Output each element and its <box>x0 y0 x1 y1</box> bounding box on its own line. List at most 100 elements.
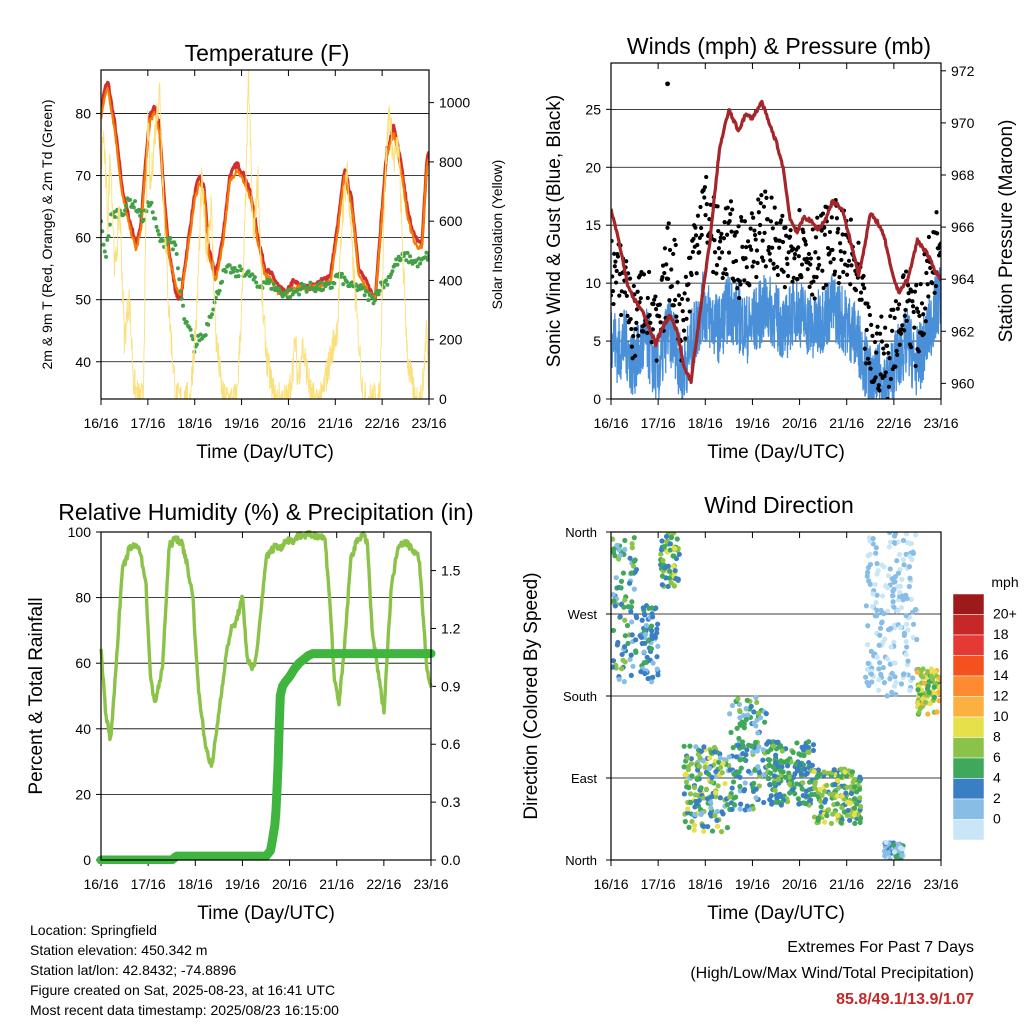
direction-point <box>854 801 860 807</box>
gust-point <box>921 331 926 336</box>
direction-point <box>887 532 893 536</box>
gust-point <box>898 331 904 336</box>
dewpoint-point <box>189 333 194 338</box>
gust-point <box>767 251 772 256</box>
direction-point <box>887 856 893 860</box>
direction-point <box>818 804 824 810</box>
direction-point <box>618 578 625 584</box>
gust-point <box>759 193 764 198</box>
direction-point <box>753 795 759 801</box>
direction-point <box>903 621 910 627</box>
gust-point <box>803 242 808 247</box>
direction-point <box>737 757 743 763</box>
gust-point <box>761 258 766 263</box>
direction-point <box>815 815 822 821</box>
direction-point <box>857 819 863 826</box>
dewpoint-point <box>384 278 389 283</box>
gust-point <box>695 242 700 248</box>
direction-point <box>891 639 897 645</box>
gust-point <box>869 322 874 327</box>
winds-series <box>611 81 941 399</box>
gust-point <box>765 217 770 222</box>
direction-ylabel: Direction (Colored By Speed) <box>521 572 542 819</box>
gust-point <box>897 302 902 307</box>
direction-point <box>900 597 906 603</box>
direction-point <box>893 854 899 860</box>
gust-point <box>738 215 744 220</box>
direction-point <box>755 730 761 736</box>
winds-ytick-label: 25 <box>585 101 601 117</box>
gust-point <box>695 213 701 218</box>
direction-point <box>628 652 634 658</box>
dewpoint-point <box>341 282 346 287</box>
gust-point <box>827 251 832 256</box>
direction-point <box>891 579 897 585</box>
direction-point <box>756 744 762 750</box>
gust-point <box>777 238 782 243</box>
temperature-xtick-label: 16/16 <box>83 415 118 431</box>
winds-xtick-label: 20/16 <box>782 415 817 431</box>
gust-point <box>756 210 761 215</box>
gust-point <box>611 274 615 279</box>
direction-point <box>654 666 660 672</box>
direction-point <box>730 779 737 785</box>
direction-point <box>649 628 655 634</box>
dewpoint-point <box>154 224 159 229</box>
direction-title: Wind Direction <box>704 492 854 518</box>
humidity-title: Relative Humidity (%) & Precipitation (i… <box>58 499 473 525</box>
gust-point <box>867 312 873 318</box>
gust-point <box>810 292 815 297</box>
gust-point <box>911 309 916 315</box>
dewpoint-point <box>157 232 162 237</box>
colorbar-label: 20+ <box>993 606 1017 622</box>
gust-point <box>634 320 639 325</box>
gust-point <box>812 296 817 301</box>
dewpoint-point <box>318 280 323 285</box>
gust-point <box>721 236 727 241</box>
gust-point <box>703 213 708 218</box>
direction-point <box>885 656 891 662</box>
winds-y2tick-label: 968 <box>951 167 975 183</box>
gust-point <box>814 274 819 280</box>
direction-point <box>611 549 617 556</box>
gust-point <box>615 254 621 259</box>
dewpoint-point <box>350 280 355 285</box>
dewpoint-point <box>107 222 112 227</box>
direction-point <box>718 829 725 835</box>
direction-point <box>936 688 941 695</box>
station-info: Location: Springfield Station elevation:… <box>30 920 339 1020</box>
gust-point <box>758 201 763 206</box>
direction-point <box>798 770 804 777</box>
dewpoint-point <box>211 307 216 312</box>
direction-point <box>856 786 863 792</box>
gust-point <box>613 280 619 285</box>
direction-point <box>659 582 665 588</box>
gust-point <box>846 258 852 263</box>
gust-point <box>660 263 666 268</box>
temp-2m-series-line <box>101 80 429 303</box>
gust-point <box>662 270 667 276</box>
colorbar-swatch <box>952 798 985 820</box>
direction-point <box>735 696 741 702</box>
direction-point <box>876 677 882 683</box>
gust-point <box>667 298 672 303</box>
direction-point <box>685 766 692 773</box>
direction-point <box>660 557 666 564</box>
temperature-series <box>101 70 429 399</box>
direction-point <box>895 570 902 576</box>
humidity-ytick-label: 40 <box>75 721 91 737</box>
gust-point <box>862 346 867 351</box>
direction-point <box>849 769 856 775</box>
dewpoint-point <box>329 285 334 290</box>
gust-point <box>891 307 896 312</box>
dewpoint-point <box>370 295 375 300</box>
gust-point <box>772 205 777 210</box>
direction-point <box>897 624 904 631</box>
gust-point <box>786 250 791 255</box>
direction-point <box>918 672 924 678</box>
gust-point <box>721 271 726 276</box>
direction-point <box>884 693 890 699</box>
direction-point <box>756 770 762 776</box>
direction-point <box>891 842 897 848</box>
gust-point <box>892 315 897 320</box>
